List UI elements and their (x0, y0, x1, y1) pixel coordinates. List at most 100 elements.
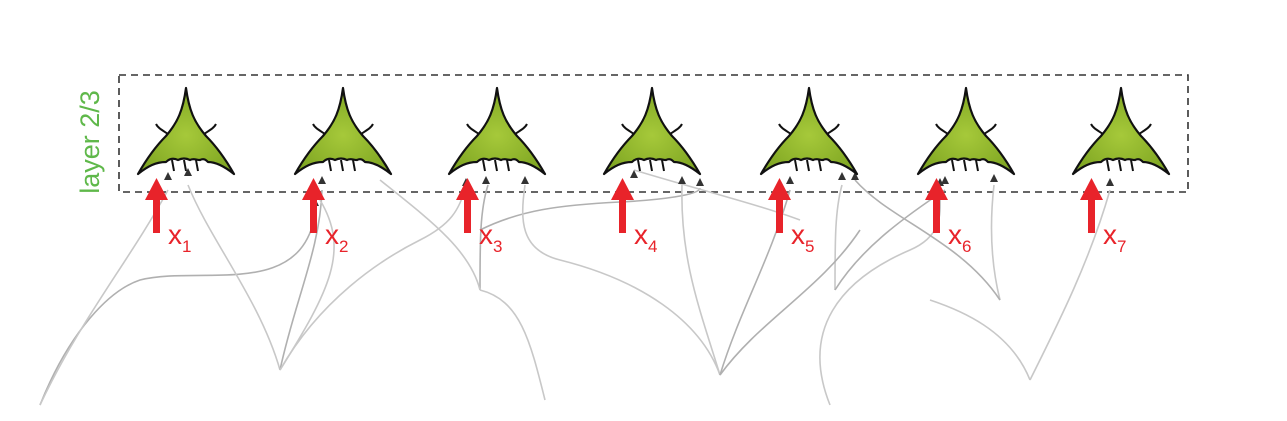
axon (929, 299, 1031, 381)
basal-dendrite (494, 159, 498, 172)
pyramidal-neuron (916, 86, 1016, 176)
axon (521, 184, 721, 376)
input-subscript: 2 (339, 237, 348, 256)
input-variable: x (479, 219, 493, 250)
basal-dendrite (506, 159, 510, 172)
synapse-arrowhead (164, 172, 172, 180)
basal-dendrite (818, 159, 822, 172)
input-variable: x (325, 219, 339, 250)
basal-dendrite (637, 159, 641, 172)
input-variable: x (791, 219, 805, 250)
recurrent-connections (39, 168, 1114, 406)
axon (39, 214, 316, 406)
basal-dendrite (195, 159, 199, 172)
basal-dendrite (482, 159, 486, 172)
neuron-soma (136, 86, 236, 176)
pyramidal-neuron (447, 86, 547, 176)
synapse-arrowhead (941, 176, 949, 184)
basal-dendrite (352, 159, 356, 172)
input-arrow-head (1080, 178, 1103, 200)
pyramidal-neuron (293, 86, 393, 176)
synapse-arrowhead (1106, 178, 1114, 186)
input-arrow-head (145, 178, 168, 200)
input-7: x7 (1080, 178, 1126, 256)
pyramidal-neuron (136, 86, 236, 176)
axon (379, 179, 481, 291)
external-inputs: x1 x2 x3 x4 x5 x6 x7 (145, 178, 1126, 256)
neuron-soma (293, 86, 393, 176)
input-label: x4 (634, 219, 657, 256)
basal-dendrite (806, 159, 810, 172)
basal-dendrite (1106, 159, 1110, 172)
basal-dendrite (183, 159, 187, 172)
input-1: x1 (145, 178, 191, 256)
basal-dendrite (975, 159, 979, 172)
layer-label: layer 2/3 (75, 90, 105, 194)
basal-dendrite (649, 159, 653, 172)
input-label: x1 (168, 219, 191, 256)
basal-dendrite (963, 159, 967, 172)
dendrite-spine (203, 123, 217, 135)
dendrite-spine (466, 123, 480, 135)
input-arrow-head (456, 178, 479, 200)
dendrite-spine (514, 123, 528, 135)
dendrite-spine (669, 123, 683, 135)
input-arrow-shaft (619, 196, 626, 233)
input-variable: x (634, 219, 648, 250)
synapse-arrowhead (696, 178, 704, 186)
input-arrow-head (302, 178, 325, 200)
synapse-arrowhead (851, 172, 859, 180)
axon (187, 184, 281, 371)
input-label: x7 (1103, 219, 1126, 256)
input-3: x3 (456, 178, 502, 256)
axon (479, 289, 546, 401)
input-arrow-shaft (1088, 196, 1095, 233)
input-arrow-head (768, 178, 791, 200)
input-2: x2 (302, 178, 348, 256)
dendrite-spine (360, 123, 374, 135)
layer-boundary (118, 74, 1189, 193)
dendrite-spine (826, 123, 840, 135)
dendrite-spine (1138, 123, 1152, 135)
axon (990, 184, 1001, 301)
axon (633, 169, 801, 221)
axon (279, 199, 335, 371)
synapse-arrowhead (521, 176, 529, 184)
neuron-layer (136, 86, 1171, 176)
synapse-arrowhead (678, 176, 686, 184)
dendrite-spine (983, 123, 997, 135)
input-subscript: 7 (1117, 237, 1126, 256)
neuron-soma (759, 86, 859, 176)
input-variable: x (1103, 219, 1117, 250)
dendrite-spine (312, 123, 326, 135)
basal-dendrite (1130, 159, 1134, 172)
basal-dendrite (794, 159, 798, 172)
input-label: x2 (325, 219, 348, 256)
axon (479, 184, 489, 291)
input-5: x5 (768, 178, 814, 256)
axon (834, 184, 843, 291)
dendrite-spine (621, 123, 635, 135)
input-variable: x (168, 219, 182, 250)
axon (479, 187, 701, 231)
basal-dendrite (340, 159, 344, 172)
input-variable: x (948, 219, 962, 250)
basal-dendrite (328, 159, 332, 172)
neuron-soma (916, 86, 1016, 176)
input-subscript: 6 (962, 237, 971, 256)
basal-dendrite (951, 159, 955, 172)
input-label: x6 (948, 219, 971, 256)
synapse-arrowhead (482, 176, 490, 184)
synapse-arrowhead (786, 176, 794, 184)
dendrite-spine (778, 123, 792, 135)
synapse-arrowhead (318, 176, 326, 184)
input-arrow-shaft (310, 196, 317, 233)
synapse-arrowhead (630, 170, 638, 178)
input-arrow-shaft (933, 196, 940, 233)
dendrite-spine (1090, 123, 1104, 135)
pyramidal-neuron (1071, 86, 1171, 176)
input-subscript: 5 (805, 237, 814, 256)
basal-dendrite (661, 159, 665, 172)
dendrite-spine (935, 123, 949, 135)
